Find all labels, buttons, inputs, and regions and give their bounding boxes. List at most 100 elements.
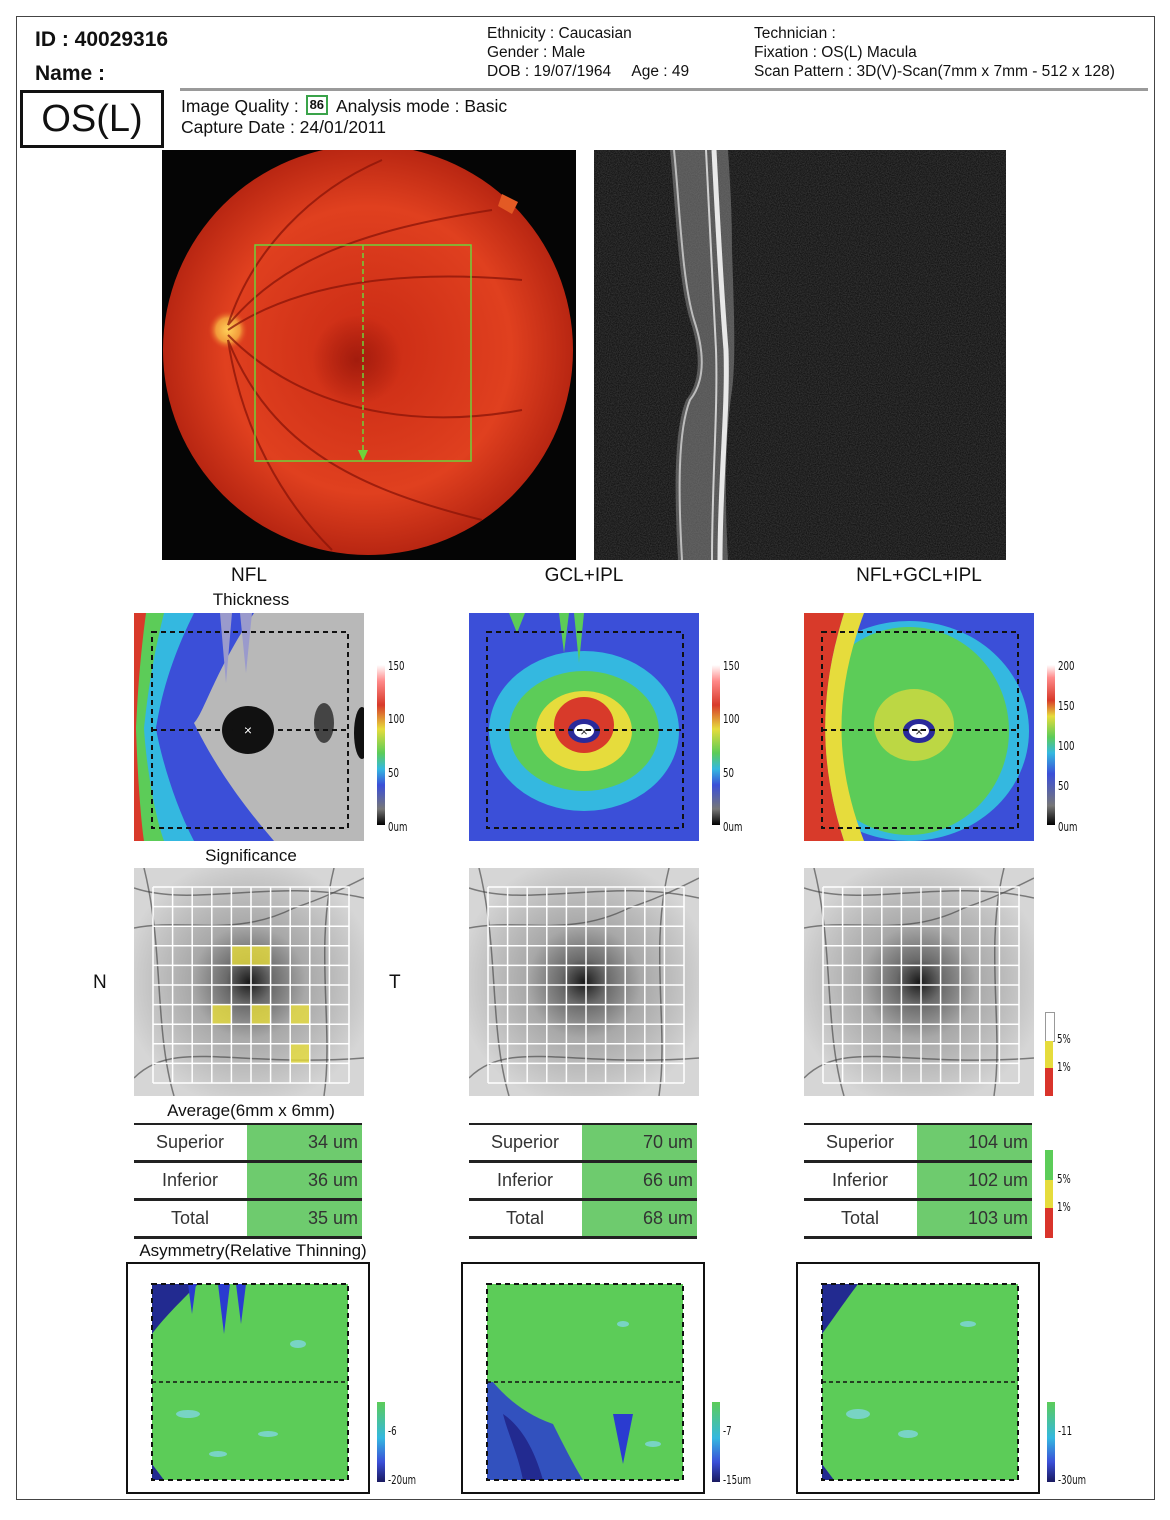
significance-label: Significance [205, 846, 297, 865]
nfl-gcl-ipl-average-table: Superior 104 um Inferior 102 um Total 103 u… [804, 1123, 1032, 1239]
combined-scale-50: 50 [1058, 779, 1069, 793]
row-label: Total [134, 1199, 247, 1239]
nfl-average-table: Superior 34 um Inferior 36 um Total 35 um [134, 1123, 362, 1239]
row-value: 68 um [581, 1199, 697, 1239]
significance-legend-normal [1045, 1012, 1055, 1042]
row-label: Total [804, 1199, 917, 1239]
nfl-asymmetry-map [151, 1283, 349, 1481]
row-label: Superior [469, 1123, 582, 1163]
header-divider [180, 88, 1148, 91]
average-legend-abnormal [1045, 1208, 1053, 1238]
row-value: 104 um [916, 1123, 1032, 1163]
gcl-scale-100: 100 [723, 712, 740, 726]
nfl-significance-map [134, 868, 364, 1096]
gcl-asym-scale-min: -15um [723, 1473, 751, 1487]
row-value: 70 um [581, 1123, 697, 1163]
combined-scale-0: 0um [1058, 820, 1078, 834]
table-row: Inferior 66 um [469, 1161, 697, 1201]
nfl-gcl-ipl-asymmetry-colorbar [1047, 1402, 1055, 1482]
table-row: Superior 70 um [469, 1123, 697, 1163]
table-row: Inferior 102 um [804, 1161, 1032, 1201]
row-label: Inferior [469, 1161, 582, 1201]
row-value: 36 um [246, 1161, 362, 1201]
gcl-scale-150: 150 [723, 659, 740, 673]
row-label: Total [469, 1199, 582, 1239]
table-row: Superior 34 um [134, 1123, 362, 1163]
quality-row: Image Quality : 86 Analysis mode : Basic [181, 95, 507, 117]
nfl-scale-0: 0um [388, 820, 408, 834]
average-label: Average(6mm x 6mm) [167, 1101, 335, 1120]
gcl-ipl-asymmetry-colorbar [712, 1402, 720, 1482]
age: Age : 49 [631, 63, 690, 80]
patient-id: ID : 40029316 [35, 28, 169, 51]
row-value: 34 um [246, 1123, 362, 1163]
average-legend-5pct: 5% [1057, 1172, 1071, 1186]
dob: DOB : 19/07/1964 [487, 63, 612, 80]
row-label: Inferior [134, 1161, 247, 1201]
row-value: 35 um [246, 1199, 362, 1239]
table-row: Superior 104 um [804, 1123, 1032, 1163]
gender: Gender : Male [487, 44, 586, 61]
technician: Technician : [754, 25, 836, 42]
gcl-ipl-average-table: Superior 70 um Inferior 66 um Total 68 um [469, 1123, 697, 1239]
significance-legend-abnormal [1045, 1068, 1053, 1096]
nfl-gcl-ipl-thickness-map: × [804, 613, 1034, 841]
nfl-scale-100: 100 [388, 712, 405, 726]
eye-label: OS(L) [20, 90, 164, 148]
nasal-label: N [93, 972, 107, 993]
combined-scale-150: 150 [1058, 699, 1075, 713]
table-row: Total 35 um [134, 1199, 362, 1239]
svg-text:×: × [580, 724, 588, 739]
svg-text:×: × [915, 724, 923, 739]
nfl-asymmetry-frame [126, 1262, 370, 1494]
significance-legend-1pct: 1% [1057, 1060, 1071, 1074]
nfl-scale-150: 150 [388, 659, 405, 673]
significance-cell [211, 1004, 232, 1025]
nfl-gcl-ipl-asymmetry-map [821, 1283, 1019, 1481]
significance-legend-borderline [1045, 1041, 1053, 1068]
scan-info-block: Technician : Fixation : OS(L) Macula Sca… [754, 24, 1115, 81]
row-label: Superior [804, 1123, 917, 1163]
average-legend-normal [1045, 1150, 1053, 1180]
gcl-ipl-thickness-colorbar [712, 665, 720, 825]
fundus-image [162, 150, 576, 560]
combined-asym-scale-min: -30um [1058, 1473, 1086, 1487]
average-legend-borderline [1045, 1180, 1053, 1208]
oct-bscan-image [594, 150, 1006, 560]
nfl-asymmetry-colorbar [377, 1402, 385, 1482]
significance-legend-5pct: 5% [1057, 1032, 1071, 1046]
table-row: Total 68 um [469, 1199, 697, 1239]
combined-scale-100: 100 [1058, 739, 1075, 753]
demographics-block: Ethnicity : Caucasian Gender : Male DOB … [487, 24, 689, 81]
dob-age-row: DOB : 19/07/1964 Age : 49 [487, 62, 689, 81]
significance-cell [251, 945, 271, 966]
nfl-asym-scale-min: -20um [388, 1473, 416, 1487]
analysis-mode: Analysis mode : Basic [335, 96, 508, 116]
table-row: Total 103 um [804, 1199, 1032, 1239]
significance-cell [290, 1004, 310, 1025]
nfl-asym-scale-mid: -6 [388, 1424, 397, 1438]
asymmetry-label: Asymmetry(Relative Thinning) [139, 1241, 367, 1260]
column-title-nfl-gcl-ipl: NFL+GCL+IPL [856, 565, 982, 586]
nfl-thickness-map: × [134, 613, 364, 841]
column-title-nfl: NFL [231, 565, 267, 586]
thickness-label: Thickness [212, 590, 290, 609]
ethnicity: Ethnicity : Caucasian [487, 25, 632, 42]
gcl-ipl-significance-map [469, 868, 699, 1096]
combined-asym-scale-mid: -11 [1058, 1424, 1073, 1438]
gcl-ipl-asymmetry-map [486, 1283, 684, 1481]
fixation: Fixation : OS(L) Macula [754, 44, 917, 61]
gcl-scale-0: 0um [723, 820, 743, 834]
gcl-ipl-asymmetry-frame [461, 1262, 705, 1494]
image-quality-badge: 86 [305, 95, 329, 115]
scan-pattern: Scan Pattern : 3D(V)-Scan(7mm x 7mm - 51… [754, 63, 1115, 80]
column-title-gcl-ipl: GCL+IPL [544, 565, 624, 586]
nfl-thickness-colorbar [377, 665, 385, 825]
quality-block: Image Quality : 86 Analysis mode : Basic… [181, 95, 507, 138]
report-border [16, 16, 1155, 1500]
patient-name-label: Name : [35, 62, 106, 85]
gcl-asym-scale-mid: -7 [723, 1424, 732, 1438]
nfl-gcl-ipl-significance-map [804, 868, 1034, 1096]
temporal-label: T [389, 972, 401, 993]
significance-cell [231, 945, 251, 966]
